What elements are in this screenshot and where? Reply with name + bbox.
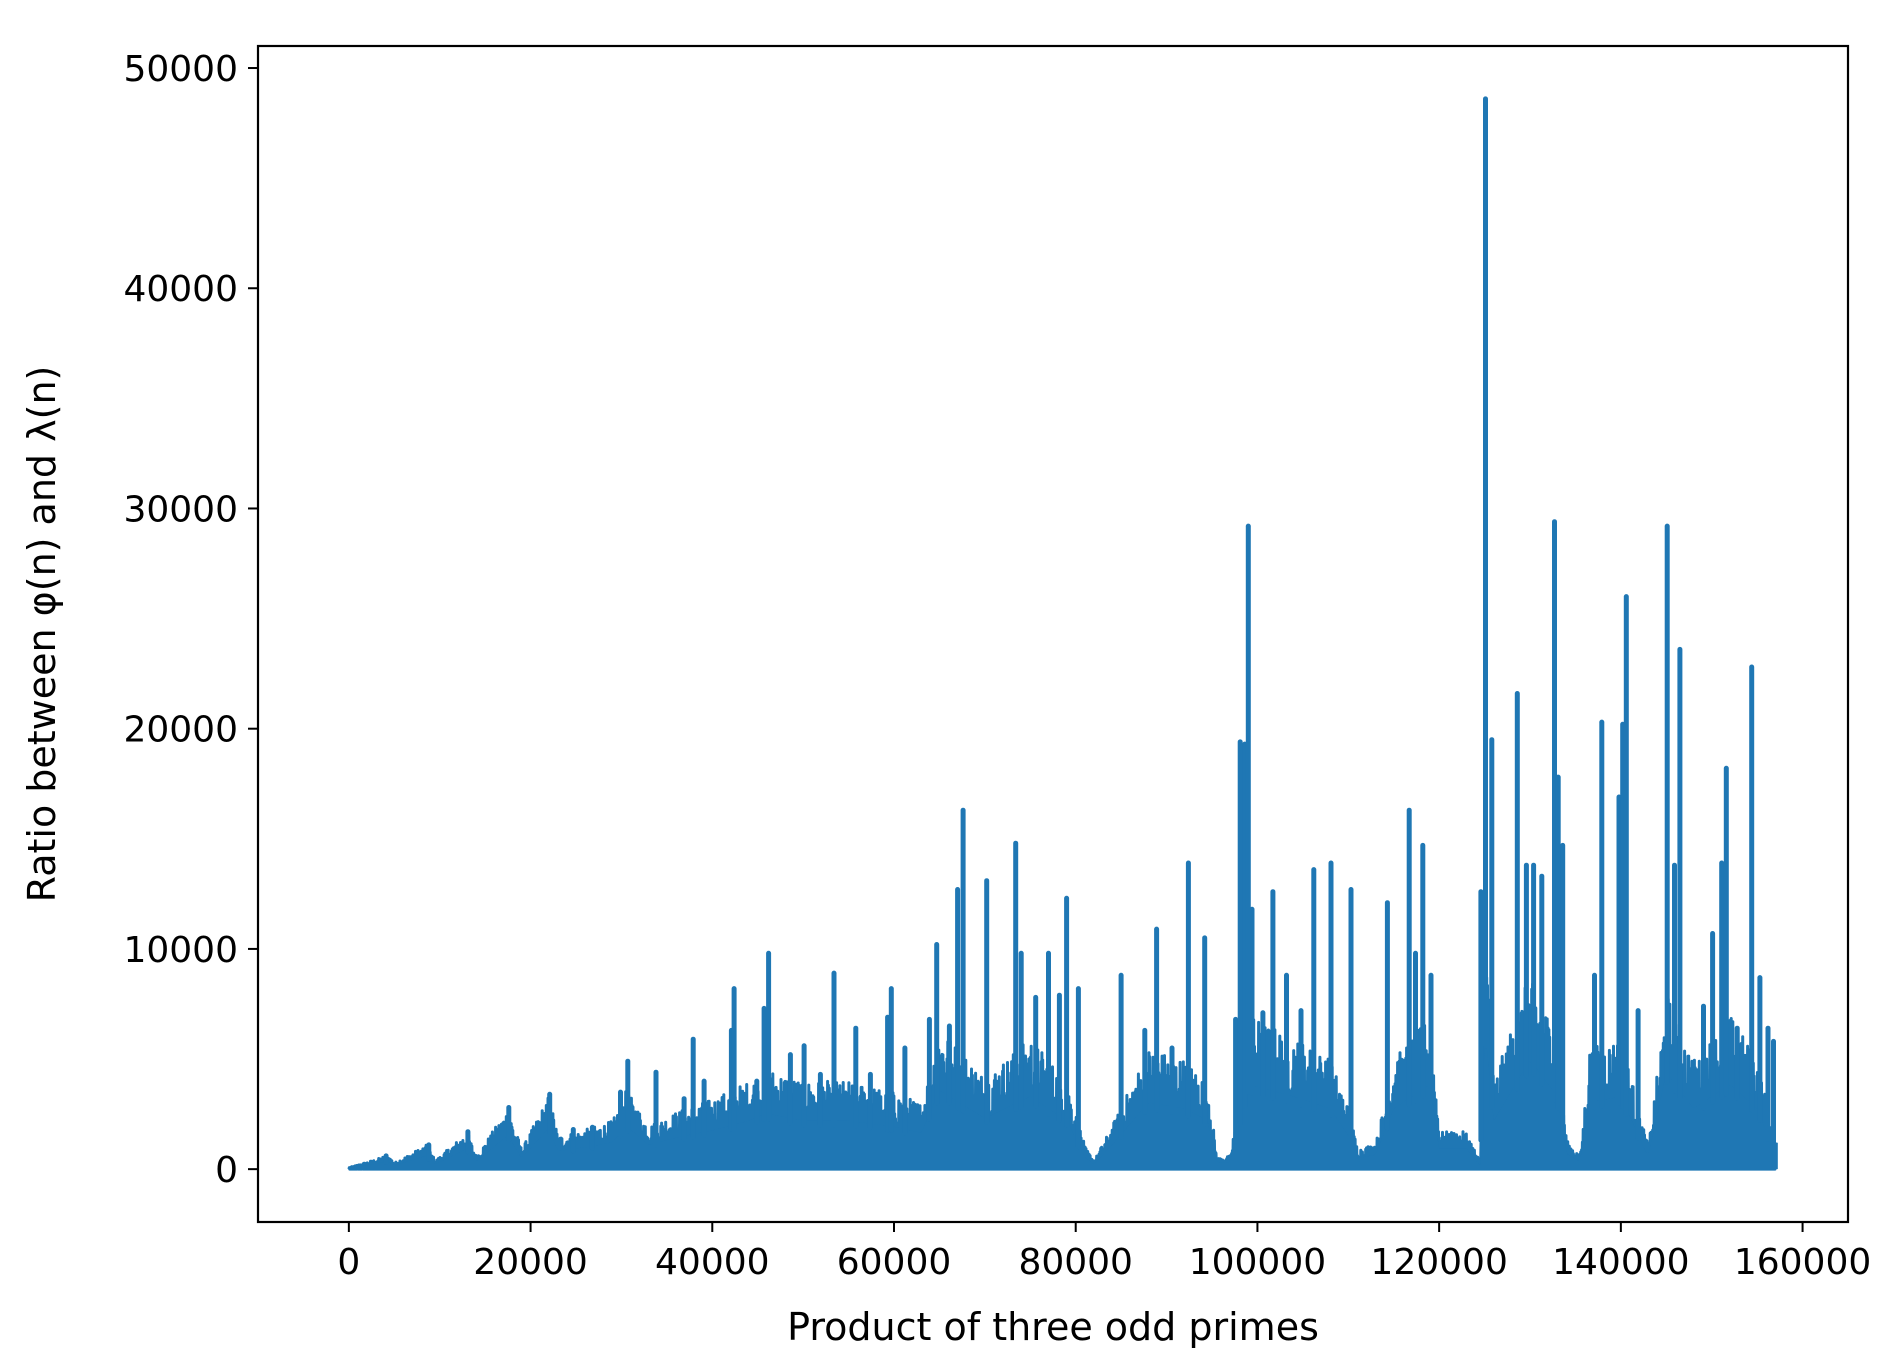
plot-area <box>347 96 1778 1171</box>
x-tick-label: 60000 <box>837 1242 952 1283</box>
y-axis: 0 10000 20000 30000 40000 50000 <box>123 49 258 1191</box>
y-axis-label: Ratio between φ(n) and λ(n) <box>20 366 64 903</box>
x-tick-label: 80000 <box>1018 1242 1133 1283</box>
y-tick-label: 30000 <box>123 489 238 530</box>
x-tick-label: 40000 <box>655 1242 770 1283</box>
series-layer <box>347 96 1778 1171</box>
axes-frame <box>256 44 1850 1224</box>
x-axis: 0 20000 40000 60000 80000 100000 120000 140000 1… <box>337 1222 1871 1283</box>
x-tick-label: 120000 <box>1370 1242 1507 1283</box>
x-tick-label: 160000 <box>1734 1242 1871 1283</box>
x-axis-label: Product of three odd primes <box>787 1305 1319 1349</box>
x-tick-label: 0 <box>337 1242 360 1283</box>
x-tick-label: 140000 <box>1552 1242 1689 1283</box>
y-tick-label: 50000 <box>123 49 238 90</box>
x-tick-label: 20000 <box>473 1242 588 1283</box>
y-tick-label: 40000 <box>123 269 238 310</box>
y-tick-label: 10000 <box>123 930 238 971</box>
y-tick-label: 0 <box>215 1150 238 1191</box>
y-tick-label: 20000 <box>123 710 238 751</box>
x-tick-label: 100000 <box>1189 1242 1326 1283</box>
